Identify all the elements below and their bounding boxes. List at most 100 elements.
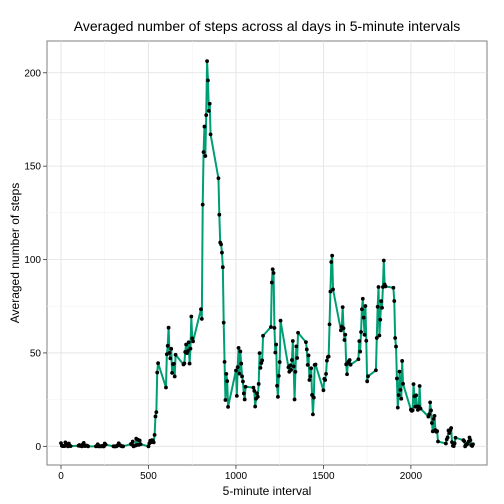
data-point: [104, 443, 108, 447]
data-point: [293, 398, 297, 402]
data-point: [217, 213, 221, 217]
data-point: [349, 363, 353, 367]
data-point: [418, 384, 422, 388]
data-point: [273, 326, 277, 330]
data-point: [208, 102, 212, 106]
data-point: [357, 357, 361, 361]
data-point: [365, 379, 369, 383]
data-point: [428, 401, 432, 405]
data-point: [449, 426, 453, 430]
data-point: [401, 382, 405, 386]
data-point: [359, 330, 363, 334]
data-point: [378, 334, 382, 338]
data-point: [189, 315, 193, 319]
data-point: [224, 398, 228, 402]
data-point: [343, 338, 347, 342]
data-point: [323, 378, 327, 382]
data-point: [239, 362, 243, 366]
data-point: [202, 150, 206, 154]
data-point: [226, 405, 230, 409]
data-point: [392, 299, 396, 303]
data-point: [306, 363, 310, 367]
data-point: [398, 370, 402, 374]
x-tick-label: 1500: [312, 471, 335, 482]
data-point: [187, 340, 191, 344]
data-point: [399, 397, 403, 401]
data-point: [304, 340, 308, 344]
y-tick-label: 0: [35, 442, 41, 453]
data-point: [288, 364, 292, 368]
data-point: [207, 109, 211, 113]
data-point: [170, 371, 174, 375]
data-point: [274, 343, 278, 347]
data-point: [433, 414, 437, 418]
data-point: [153, 433, 157, 437]
data-point: [307, 353, 311, 357]
data-point: [376, 305, 380, 309]
data-point: [399, 388, 403, 392]
data-point: [199, 307, 203, 311]
data-point: [311, 412, 315, 416]
data-point: [169, 347, 173, 351]
data-point: [168, 356, 172, 360]
data-point: [341, 305, 345, 309]
data-point: [121, 444, 125, 448]
data-point: [278, 360, 282, 364]
data-point: [462, 439, 466, 443]
data-point: [271, 267, 275, 271]
data-point: [238, 372, 242, 376]
data-point: [244, 385, 248, 389]
data-point: [259, 366, 263, 370]
data-point: [273, 351, 277, 355]
data-point: [361, 297, 365, 301]
data-point: [378, 318, 382, 322]
data-point: [206, 79, 210, 83]
data-point: [325, 359, 329, 363]
data-point: [167, 326, 171, 330]
x-axis-ticks: 0 500 1000 1500 2000: [58, 465, 422, 482]
data-point: [256, 395, 260, 399]
data-point: [290, 358, 294, 362]
data-point: [308, 374, 312, 378]
data-point: [188, 362, 192, 366]
x-tick-label: 1000: [225, 471, 248, 482]
data-point: [331, 288, 335, 292]
data-point: [348, 358, 352, 362]
data-point: [253, 405, 257, 409]
data-point: [358, 350, 362, 354]
data-point: [305, 347, 309, 351]
data-point: [295, 356, 299, 360]
data-point: [343, 333, 347, 337]
data-point: [454, 436, 458, 440]
y-axis-ticks: 0 50 100 150 200: [24, 68, 47, 453]
data-point: [309, 366, 313, 370]
data-point: [411, 408, 415, 412]
data-point: [131, 440, 135, 444]
data-point: [357, 339, 361, 343]
data-point: [203, 125, 207, 129]
data-point: [255, 391, 259, 395]
data-point: [269, 325, 273, 329]
data-point: [204, 113, 208, 117]
data-point: [291, 339, 295, 343]
data-point: [152, 441, 156, 445]
data-point: [237, 346, 241, 350]
data-point: [275, 384, 279, 388]
data-point: [312, 396, 316, 400]
data-point: [394, 345, 398, 349]
data-point: [446, 435, 450, 439]
data-point: [272, 271, 276, 275]
data-point: [191, 339, 195, 343]
data-point: [224, 372, 228, 376]
data-point: [427, 412, 431, 416]
data-point: [189, 347, 193, 351]
data-point: [173, 375, 177, 379]
y-tick-label: 200: [24, 68, 41, 79]
data-point: [436, 440, 440, 444]
data-point: [329, 260, 333, 264]
data-point: [345, 372, 349, 376]
data-point: [201, 203, 205, 207]
x-tick-label: 2000: [400, 471, 423, 482]
x-axis-title: 5-minute interval: [223, 484, 312, 498]
data-point: [225, 379, 229, 383]
